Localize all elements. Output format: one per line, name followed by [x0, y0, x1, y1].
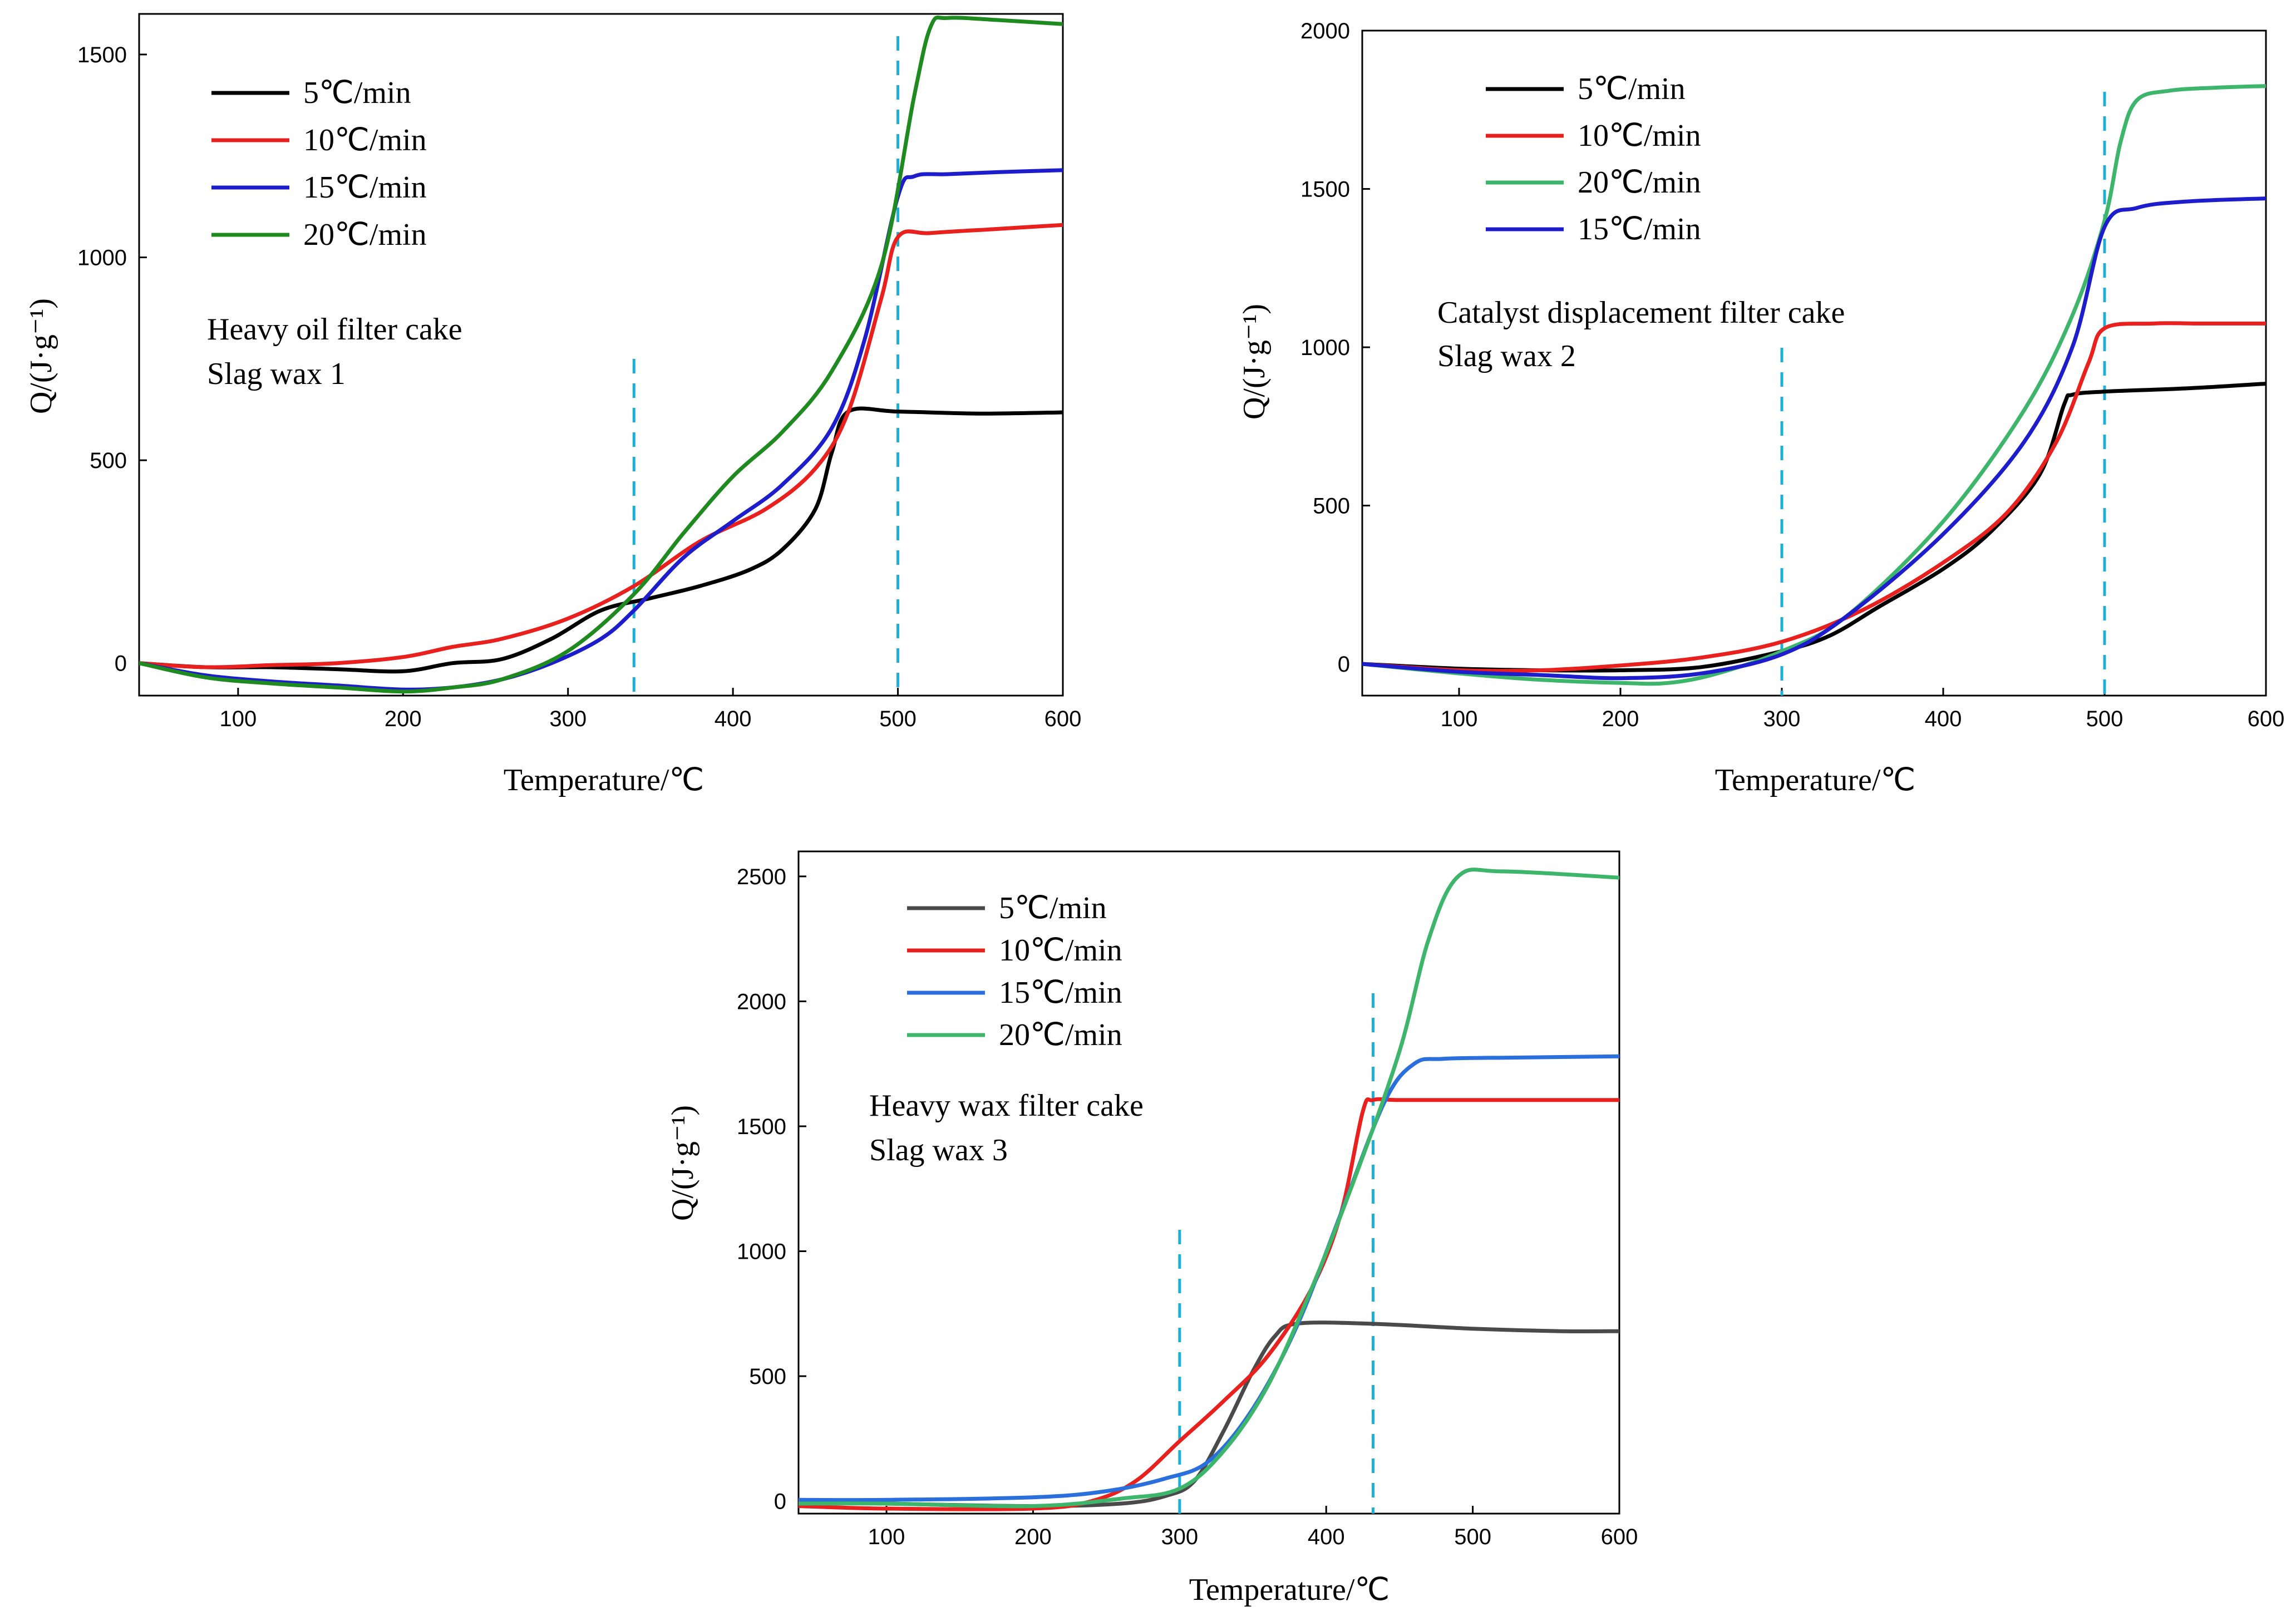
legend-label: 15℃/min	[999, 975, 1122, 1010]
series-line	[139, 16, 1063, 694]
panel-3-annotation-line1: Heavy wax filter cake	[869, 1088, 1144, 1123]
series-line	[799, 868, 1619, 1509]
x-tick-label: 500	[879, 707, 917, 731]
y-tick-label: 500	[90, 449, 127, 473]
x-tick-label: 200	[1014, 1525, 1052, 1549]
chart-heavy-oil-filter-cake: 100 200 300 400 500 600 0 500 1000 1500 5℃/min 10℃/…	[77, 13, 1082, 731]
series-line	[799, 1097, 1619, 1511]
panel-2-annotation-line2: Slag wax 2	[1437, 339, 1576, 373]
y-tick-label: 500	[749, 1364, 786, 1389]
series-group	[139, 16, 1063, 694]
series-group	[799, 868, 1619, 1511]
y-tick-label: 1000	[737, 1239, 786, 1264]
legend-label: 10℃/min	[999, 933, 1122, 968]
x-tick-label: 200	[1602, 707, 1639, 731]
panel-2-ylabel: Q/(J·g⁻¹)	[1237, 304, 1272, 420]
panel-1-annotation-line2: Slag wax 1	[207, 357, 346, 391]
plot-frame	[138, 13, 1064, 697]
x-tick-label: 600	[1044, 707, 1082, 731]
y-tick-label: 1000	[77, 246, 127, 270]
panel-3-annotation-line2: Slag wax 3	[869, 1133, 1008, 1167]
series-line	[139, 406, 1063, 674]
x-tick-label: 100	[868, 1525, 905, 1549]
x-tick-label: 400	[715, 707, 752, 731]
legend-label: 20℃/min	[999, 1018, 1122, 1052]
y-tick-label: 2000	[737, 989, 786, 1014]
panel-2-xlabel: Temperature/℃	[1715, 763, 1916, 797]
panel-3-ylabel: Q/(J·g⁻¹)	[666, 1105, 700, 1221]
y-tick-label: 1500	[1300, 178, 1350, 202]
series-line	[139, 223, 1063, 669]
panel-2-annotation-line1: Catalyst displacement filter cake	[1437, 295, 1845, 330]
x-tick-label: 500	[1454, 1525, 1491, 1549]
legend-label: 20℃/min	[1578, 165, 1701, 200]
series-line	[1362, 321, 2266, 673]
y-tick-label: 0	[1338, 652, 1350, 677]
series-line	[1362, 382, 2266, 673]
panel-1-ylabel: Q/(J·g⁻¹)	[24, 298, 58, 414]
x-tick-label: 400	[1925, 707, 1962, 731]
y-tick-label: 2000	[1300, 19, 1350, 43]
x-tick-label: 200	[385, 707, 422, 731]
legend-label: 5℃/min	[1578, 72, 1686, 106]
x-tick-label: 100	[219, 707, 257, 731]
panel-3-xlabel: Temperature/℃	[1189, 1573, 1390, 1607]
y-tick-label: 1000	[1300, 336, 1350, 360]
x-tick-label: 500	[2086, 707, 2123, 731]
y-tick-label: 0	[774, 1490, 786, 1514]
legend-label: 20℃/min	[303, 218, 427, 252]
y-tick-label: 500	[1313, 494, 1350, 519]
x-tick-label: 300	[1161, 1525, 1198, 1549]
legend-label: 5℃/min	[999, 891, 1107, 925]
series-line	[1362, 84, 2266, 686]
x-tick-label: 300	[549, 707, 587, 731]
legend-label: 15℃/min	[1578, 212, 1701, 247]
y-tick-label: 1500	[737, 1115, 786, 1139]
chart-catalyst-displacement-filter-cake: 100 200 300 400 500 600 0 500 1000 1500 2000 5℃/min…	[1300, 19, 2284, 731]
x-tick-label: 600	[2248, 707, 2285, 731]
chart-heavy-wax-filter-cake: 100 200 300 400 500 600 0 500 1000 1500 2000 2500 5℃…	[737, 850, 1638, 1549]
x-tick-label: 100	[1441, 707, 1478, 731]
panel-1-annotation-line1: Heavy oil filter cake	[207, 312, 462, 347]
legend-label: 15℃/min	[303, 170, 427, 205]
panel-1-xlabel: Temperature/℃	[504, 763, 704, 797]
y-tick-label: 2500	[737, 865, 786, 889]
plot-frame	[1361, 29, 2267, 697]
x-tick-label: 600	[1601, 1525, 1638, 1549]
x-tick-label: 300	[1763, 707, 1801, 731]
y-tick-label: 0	[115, 652, 127, 676]
plot-frame	[797, 850, 1620, 1515]
series-line	[139, 168, 1063, 692]
legend-label: 5℃/min	[303, 76, 411, 110]
series-group	[1362, 84, 2266, 686]
x-tick-label: 400	[1308, 1525, 1345, 1549]
series-line	[1362, 196, 2266, 681]
y-tick-label: 1500	[77, 43, 127, 67]
legend-label: 10℃/min	[1578, 119, 1701, 153]
legend-label: 10℃/min	[303, 123, 427, 157]
